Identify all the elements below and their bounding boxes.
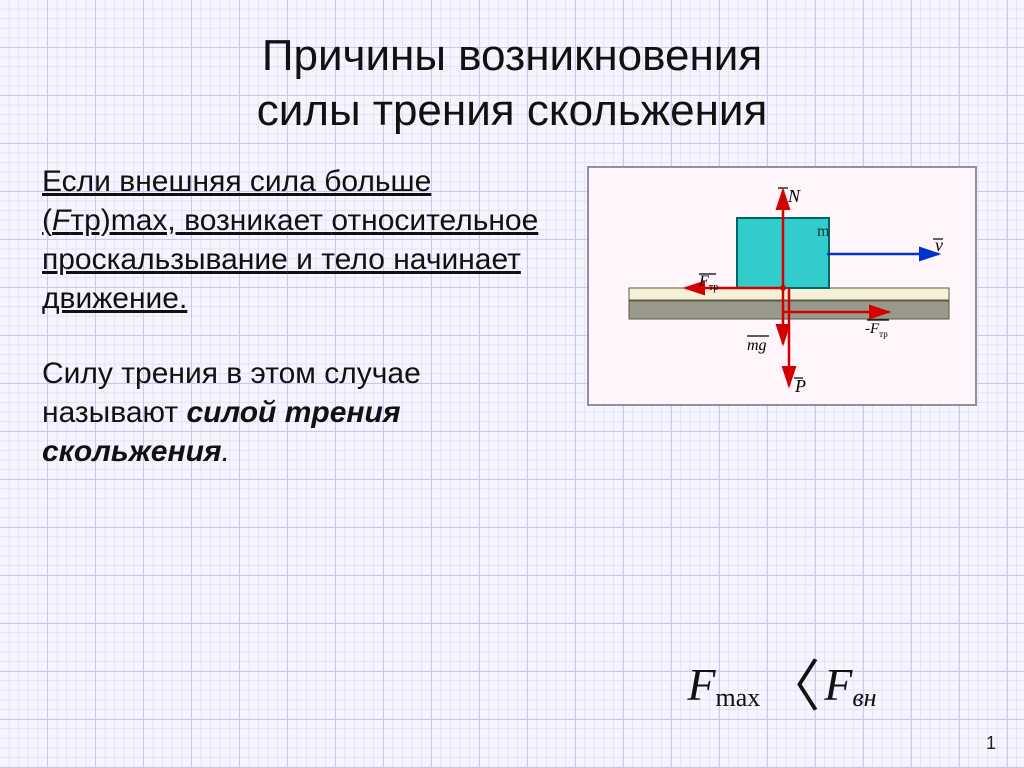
paragraph-1: Если внешняя сила больше (Fтр)max, возни… [42, 162, 562, 318]
friction-diagram: m N Fтр -Fтр [587, 166, 977, 406]
P-label: P [794, 376, 806, 396]
sub1: max [716, 683, 761, 712]
page-number: 1 [986, 733, 996, 754]
paragraph-2: Силу трения в этом случае называют силой… [42, 354, 562, 471]
figure-column: m N Fтр -Fтр [582, 162, 982, 717]
title-line-2: силы трения скольжения [257, 86, 768, 135]
slide: Причины возникновения силы трения скольж… [0, 0, 1024, 768]
slide-title: Причины возникновения силы трения скольж… [42, 28, 982, 138]
N-label: N [787, 186, 801, 206]
p1-b: F [52, 204, 70, 237]
text-column: Если внешняя сила больше (Fтр)max, возни… [42, 162, 562, 717]
angle-bracket: 〈 [764, 657, 820, 719]
mass-label: m [817, 223, 830, 240]
minusFtr-label: -Fтр [865, 321, 888, 339]
inequality-formula: Fmax〈Fвн [687, 636, 876, 717]
mg-label: mg [747, 337, 767, 354]
p1-c: тр)max, возникает [70, 204, 331, 237]
F2: F [824, 659, 852, 710]
title-line-1: Причины возникновения [262, 31, 762, 80]
content-row: Если внешняя сила больше (Fтр)max, возни… [42, 162, 982, 717]
v-label: v [935, 235, 943, 255]
sub2: вн [852, 683, 876, 712]
diagram-svg: m N Fтр -Fтр [589, 168, 975, 404]
F1: F [687, 659, 715, 710]
p2-c: . [222, 435, 230, 468]
